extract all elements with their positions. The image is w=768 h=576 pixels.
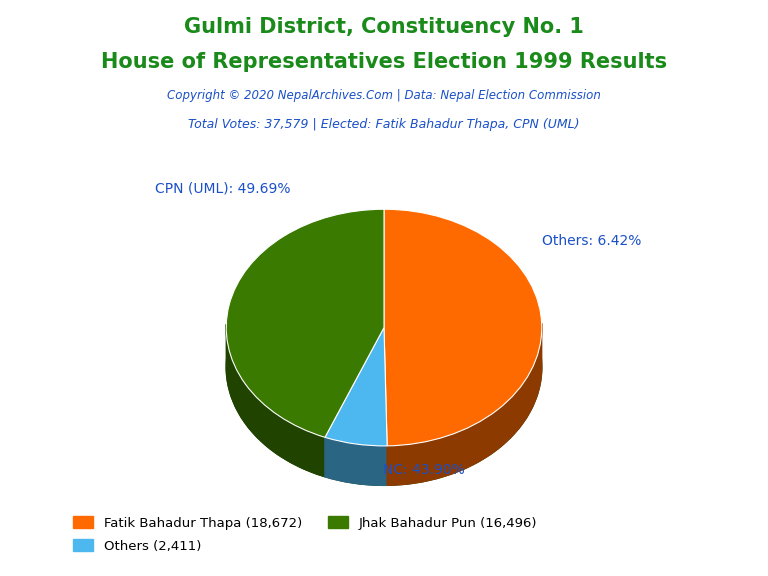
Wedge shape [325, 328, 387, 446]
Text: NC: 43.90%: NC: 43.90% [382, 463, 465, 476]
Text: Others: 6.42%: Others: 6.42% [541, 234, 641, 248]
Legend: Others (2,411): Others (2,411) [68, 534, 207, 558]
Wedge shape [227, 209, 384, 437]
Legend: Fatik Bahadur Thapa (18,672), Jhak Bahadur Pun (16,496): Fatik Bahadur Thapa (18,672), Jhak Bahad… [68, 511, 542, 535]
Polygon shape [387, 323, 541, 486]
Text: CPN (UML): 49.69%: CPN (UML): 49.69% [155, 181, 291, 196]
Text: Total Votes: 37,579 | Elected: Fatik Bahadur Thapa, CPN (UML): Total Votes: 37,579 | Elected: Fatik Bah… [188, 118, 580, 131]
Wedge shape [384, 209, 541, 446]
Polygon shape [227, 324, 325, 477]
Ellipse shape [227, 249, 541, 486]
Text: House of Representatives Election 1999 Results: House of Representatives Election 1999 R… [101, 52, 667, 72]
Polygon shape [325, 437, 387, 486]
Text: Gulmi District, Constituency No. 1: Gulmi District, Constituency No. 1 [184, 17, 584, 37]
Text: Copyright © 2020 NepalArchives.Com | Data: Nepal Election Commission: Copyright © 2020 NepalArchives.Com | Dat… [167, 89, 601, 103]
